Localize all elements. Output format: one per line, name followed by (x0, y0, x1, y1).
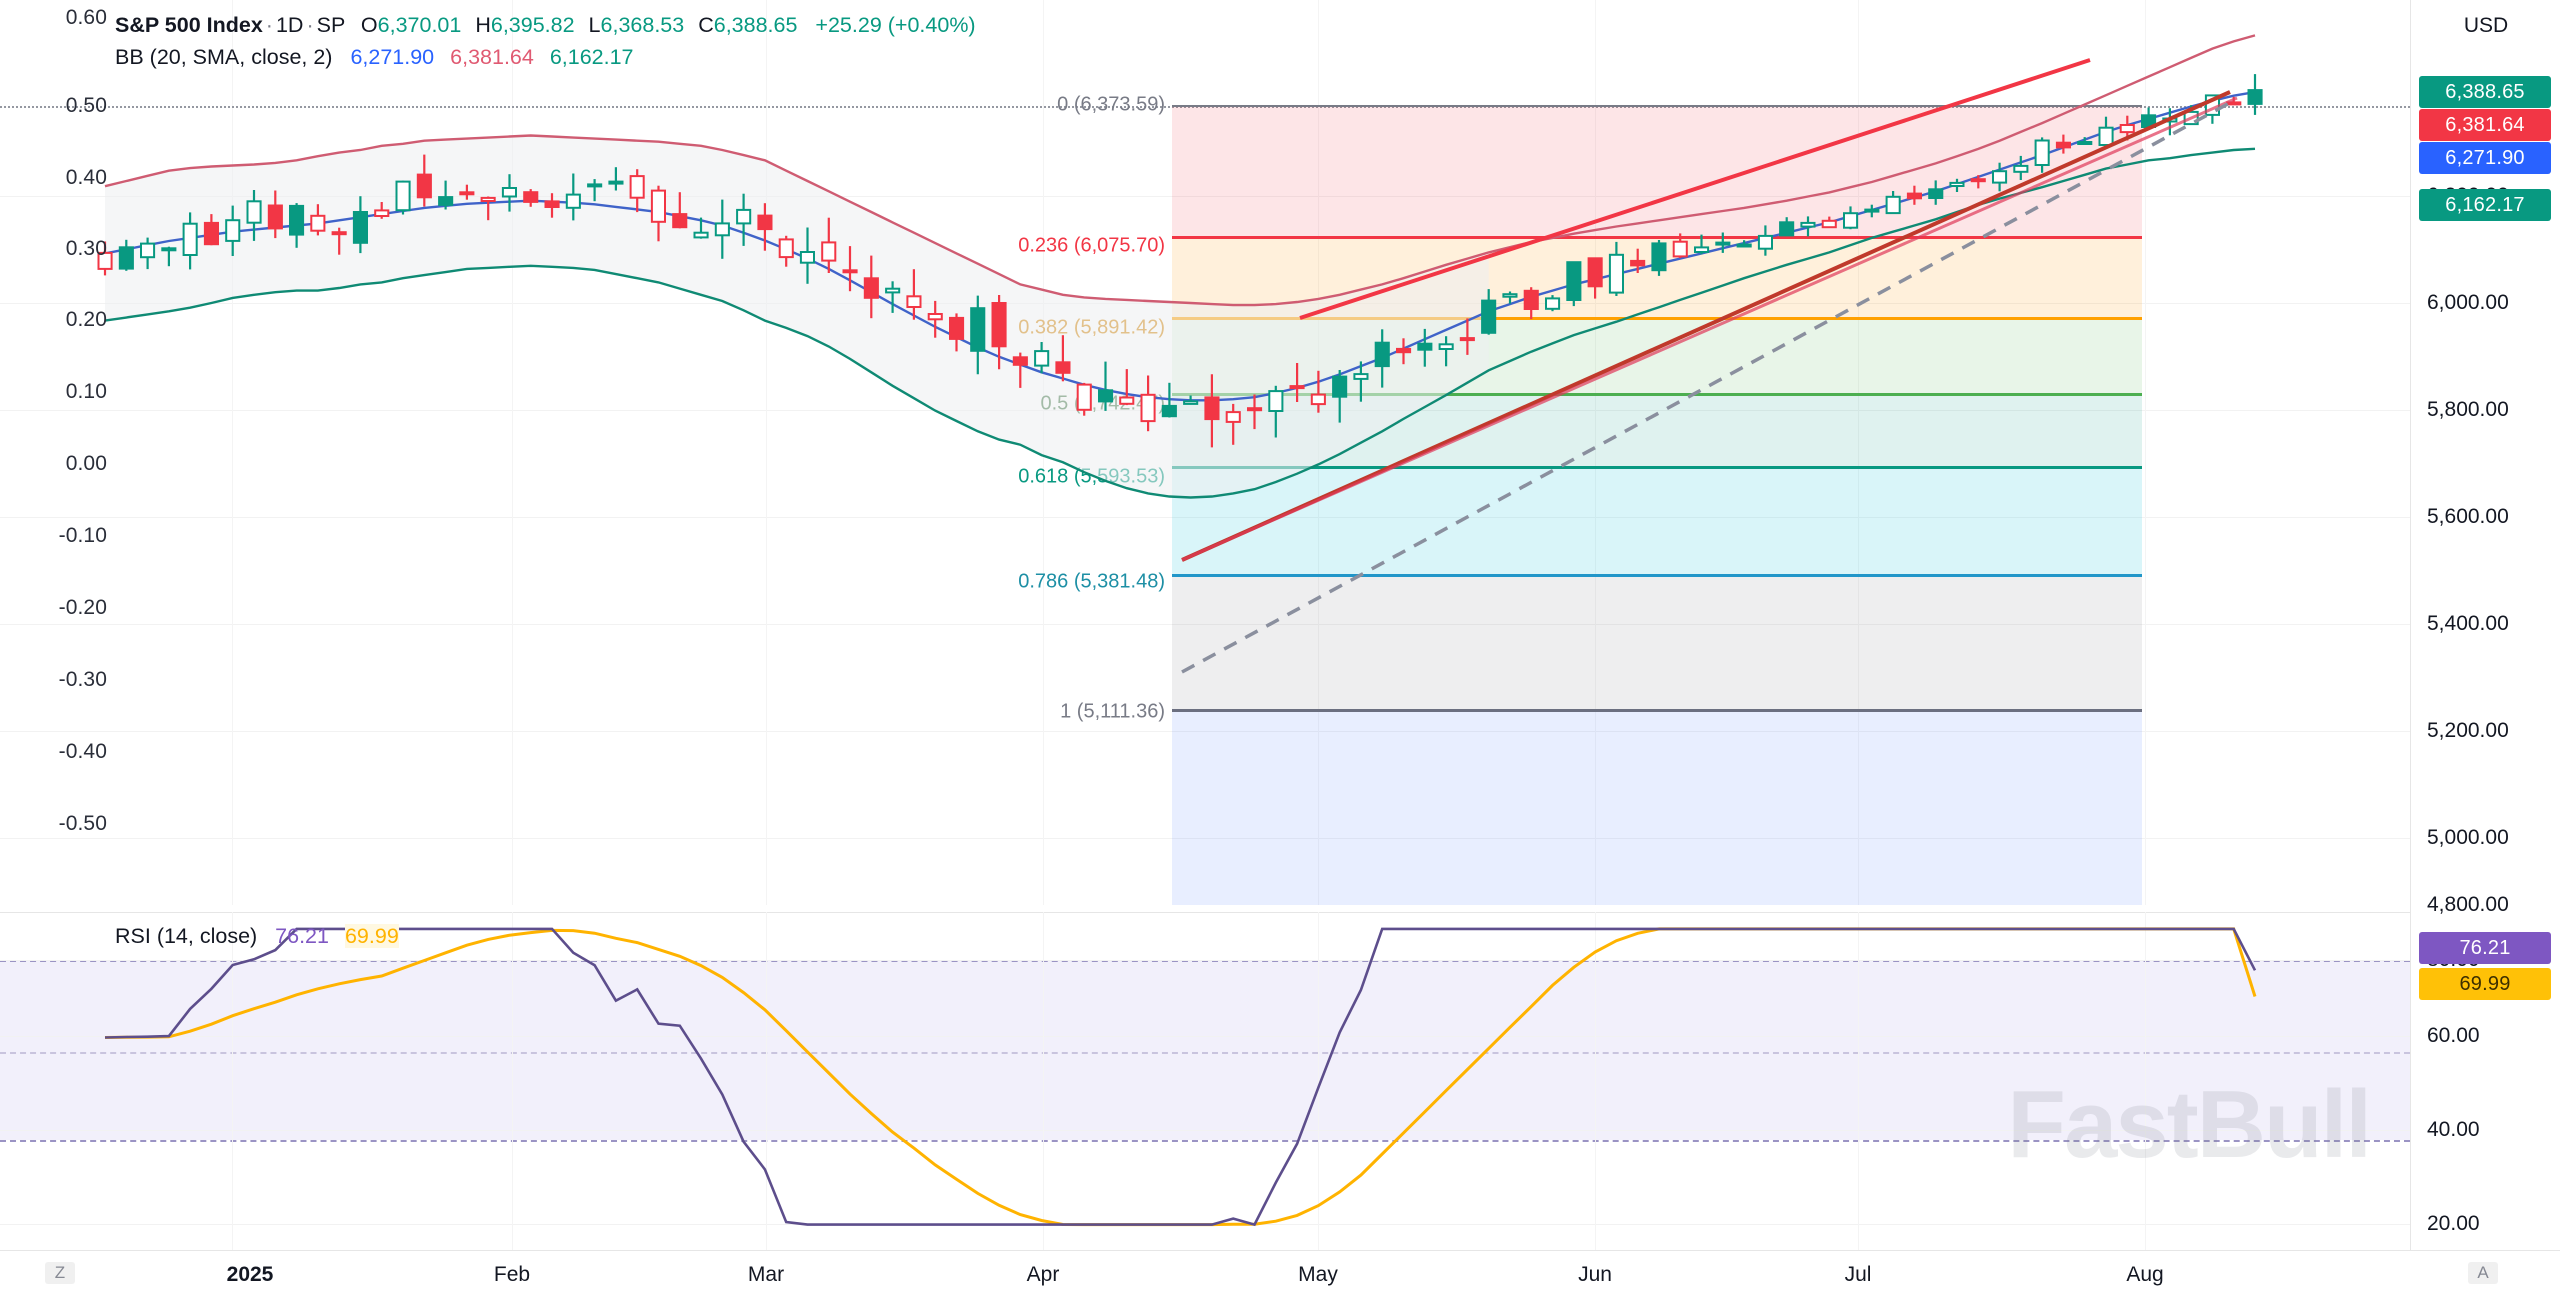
fib-label-0786: 0.786 (5,381.48) (1018, 570, 1165, 593)
price-badge-last[interactable]: 6,388.65 (2419, 76, 2551, 108)
legend-bb-lower: 6,162.17 (549, 44, 634, 69)
gridline (0, 1130, 2410, 1131)
rsi-pane[interactable]: RSI (14, close) 76.21 69.99 FastBull (0, 912, 2410, 1250)
chart-legend[interactable]: S&P 500 Index · 1D · SP O6,370.01 H6,395.82 … (115, 12, 976, 71)
gridline (0, 624, 2410, 625)
price-tick: 5,400.00 (2427, 612, 2509, 635)
rsi-level-70 (0, 960, 2410, 962)
fib-label-1: 1 (5,111.36) (1060, 700, 1165, 723)
fib-line-1 (1172, 709, 2142, 712)
legend-high-value: 6,395.82 (490, 13, 575, 37)
rsi-badge-value[interactable]: 76.21 (2419, 932, 2551, 964)
fib-retracement-overlay[interactable] (1172, 0, 2142, 905)
fib-label-0: 0 (6,373.59) (1057, 93, 1165, 116)
price-chart-pane[interactable]: 0 (6,373.59) 0.236 (6,075.70) 0.382 (5,8… (0, 0, 2410, 905)
legend-bb-row[interactable]: BB (20, SMA, close, 2) 6,271.90 6,381.64… (115, 44, 976, 72)
legend-bb-upper: 6,381.64 (450, 44, 534, 69)
rsi-tick: 60.00 (2427, 1024, 2480, 1047)
price-badge-bb-basis[interactable]: 6,271.90 (2419, 142, 2551, 174)
rsi-ma-value: 69.99 (344, 924, 399, 948)
currency-label: USD (2463, 14, 2509, 37)
rsi-level-50 (0, 1052, 2410, 1054)
legend-low-label: L (588, 13, 601, 37)
fib-zone-786-1 (1172, 574, 2142, 709)
fib-zone-618-786 (1172, 466, 2142, 574)
time-label-feb: Feb (493, 1263, 531, 1286)
gridline (1595, 0, 1596, 905)
trendline-mid (1181, 96, 2238, 562)
trendline-dashed-support (1181, 98, 2236, 674)
rsi-level-30 (0, 1140, 2410, 1142)
fib-line-0786 (1172, 574, 2142, 577)
rsi-legend[interactable]: RSI (14, close) 76.21 69.99 (115, 924, 399, 949)
auto-scale-button[interactable]: A (2468, 1262, 2498, 1284)
legend-sep: · (306, 13, 314, 37)
price-tick: 5,200.00 (2427, 719, 2509, 742)
legend-low-value: 6,368.53 (600, 13, 685, 37)
time-axis[interactable]: Z A 2025 Feb Mar Apr May Jun Jul Aug (0, 1250, 2560, 1291)
price-badge-bb-upper[interactable]: 6,381.64 (2419, 109, 2551, 141)
gridline (0, 1036, 2410, 1037)
fib-label-0236: 0.236 (6,075.70) (1018, 234, 1165, 257)
legend-bb-title[interactable]: BB (20, SMA, close, 2) (115, 44, 333, 69)
gridline (766, 0, 767, 905)
trendline-upper (1299, 58, 2091, 320)
fib-zone-below-1 (1172, 709, 2142, 905)
price-badge-bb-lower[interactable]: 6,162.17 (2419, 189, 2551, 221)
fib-line-0382 (1172, 317, 2142, 320)
time-label-jun: Jun (1578, 1263, 1612, 1286)
price-axis[interactable]: USD 6,200.00 6,000.00 5,800.00 5,600.00 … (2410, 0, 2560, 1250)
rsi-tick: 20.00 (2427, 1212, 2480, 1235)
price-tick: 6,000.00 (2427, 291, 2509, 314)
time-label-apr: Apr (1026, 1263, 1060, 1286)
price-tick: 4,800.00 (2427, 893, 2509, 916)
fastbull-watermark: FastBull (2007, 1071, 2372, 1178)
time-label-mar: Mar (747, 1263, 785, 1286)
legend-exchange[interactable]: SP (316, 13, 345, 37)
legend-close-label: C (698, 13, 714, 37)
gridline (232, 0, 233, 905)
price-series-svg (97, 34, 2263, 674)
legend-symbol[interactable]: S&P 500 Index (115, 13, 263, 37)
legend-open-label: O (360, 13, 378, 37)
legend-open-value: 6,370.01 (377, 13, 462, 37)
fib-zone-0-236 (1172, 106, 2142, 236)
rsi-tick: 40.00 (2427, 1118, 2480, 1141)
legend-change: +25.29 (+0.40%) (815, 13, 976, 37)
time-label-2025: 2025 (226, 1263, 274, 1286)
legend-symbol-row[interactable]: S&P 500 Index · 1D · SP O6,370.01 H6,395.82 … (115, 12, 976, 40)
price-tick: 5,600.00 (2427, 505, 2509, 528)
fib-line-0 (1172, 105, 2142, 107)
gridline (0, 838, 2410, 839)
rsi-title[interactable]: RSI (14, close) (115, 924, 258, 948)
timezone-button[interactable]: Z (45, 1262, 75, 1284)
fib-line-0236 (1172, 236, 2142, 239)
fib-line-05 (1172, 393, 2142, 396)
gridline (0, 960, 2410, 961)
gridline (0, 517, 2410, 518)
pane-divider (0, 912, 2410, 913)
price-tick: 5,000.00 (2427, 826, 2509, 849)
rsi-value: 76.21 (275, 924, 329, 948)
legend-bb-basis: 6,271.90 (350, 44, 435, 69)
rsi-series-svg (104, 927, 2257, 1227)
time-label-jul: Jul (1844, 1263, 1872, 1286)
legend-high-label: H (475, 13, 491, 37)
time-label-aug: Aug (2126, 1263, 2164, 1286)
gridline (1858, 0, 1859, 905)
rsi-badge-ma[interactable]: 69.99 (2419, 968, 2551, 1000)
gridline (0, 731, 2410, 732)
price-tick: 5,800.00 (2427, 398, 2509, 421)
rsi-overbought-oversold-band (0, 960, 2410, 1140)
gridline (2145, 0, 2146, 905)
legend-close-value: 6,388.65 (713, 13, 798, 37)
fib-level-0-extension (0, 106, 2410, 108)
time-label-may: May (1298, 1263, 1338, 1286)
gridline (512, 0, 513, 905)
fib-line-0618 (1172, 466, 2142, 469)
gridline (0, 196, 2410, 197)
legend-sep: · (265, 13, 273, 37)
legend-interval[interactable]: 1D (275, 13, 304, 37)
